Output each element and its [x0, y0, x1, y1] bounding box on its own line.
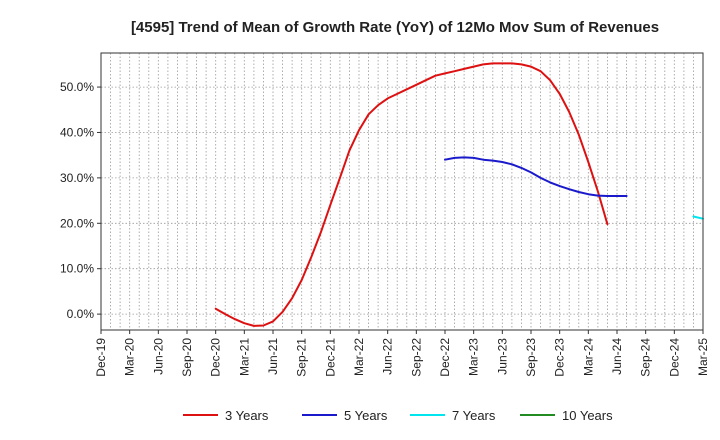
x-tick-label: Jun-24	[610, 338, 624, 375]
x-tick-label: Sep-22	[409, 338, 423, 377]
x-tick-label: Sep-24	[639, 338, 653, 377]
x-tick-label: Mar-23	[467, 338, 481, 376]
x-tick-label: Jun-20	[151, 338, 165, 375]
plot-frame	[100, 52, 704, 331]
x-tick-label: Mar-20	[123, 338, 137, 376]
gridlines	[101, 53, 703, 330]
x-tick-label: Jun-23	[495, 338, 509, 375]
y-tick-label: 0.0%	[67, 307, 95, 321]
x-tick-label: Dec-19	[94, 338, 108, 377]
legend-label-1: 5 Years	[344, 408, 388, 423]
x-tick-label: Sep-21	[295, 338, 309, 377]
series-group	[214, 62, 704, 327]
x-tick-label: Dec-23	[553, 338, 567, 377]
x-tick-label: Mar-24	[581, 338, 595, 376]
x-tick-label: Jun-21	[266, 338, 280, 375]
x-tick-label: Dec-20	[209, 338, 223, 377]
series-line-0	[214, 62, 609, 327]
x-tick-label: Mar-21	[237, 338, 251, 376]
chart-title: [4595] Trend of Mean of Growth Rate (YoY…	[131, 19, 659, 36]
y-tick-label: 50.0%	[60, 80, 94, 94]
x-tick-label: Sep-20	[180, 338, 194, 377]
x-axis: Dec-19 Mar-20 Jun-20 Sep-20 Dec-20 Mar-21 Jun-…	[94, 330, 710, 377]
y-tick-label: 10.0%	[60, 262, 94, 276]
x-tick-label: Mar-22	[352, 338, 366, 376]
plot-area	[101, 53, 703, 330]
y-axis: 0.0% 10.0% 20.0% 30.0% 40.0% 50.0%	[60, 80, 101, 321]
legend: 3 Years 5 Years 7 Years 10 Years	[183, 408, 613, 423]
y-tick-label: 30.0%	[60, 171, 94, 185]
legend-label-3: 10 Years	[562, 408, 613, 423]
x-tick-label: Mar-25	[696, 338, 710, 376]
x-tick-label: Dec-24	[667, 338, 681, 377]
x-tick-label: Jun-22	[381, 338, 395, 375]
y-tick-label: 40.0%	[60, 125, 94, 139]
x-tick-label: Dec-21	[323, 338, 337, 377]
series-line-2	[692, 215, 704, 220]
legend-label-2: 7 Years	[452, 408, 496, 423]
x-tick-label: Dec-22	[438, 338, 452, 377]
x-tick-label: Sep-23	[524, 338, 538, 377]
legend-label-0: 3 Years	[225, 408, 269, 423]
series-line-1	[444, 156, 628, 197]
y-tick-label: 20.0%	[60, 216, 94, 230]
